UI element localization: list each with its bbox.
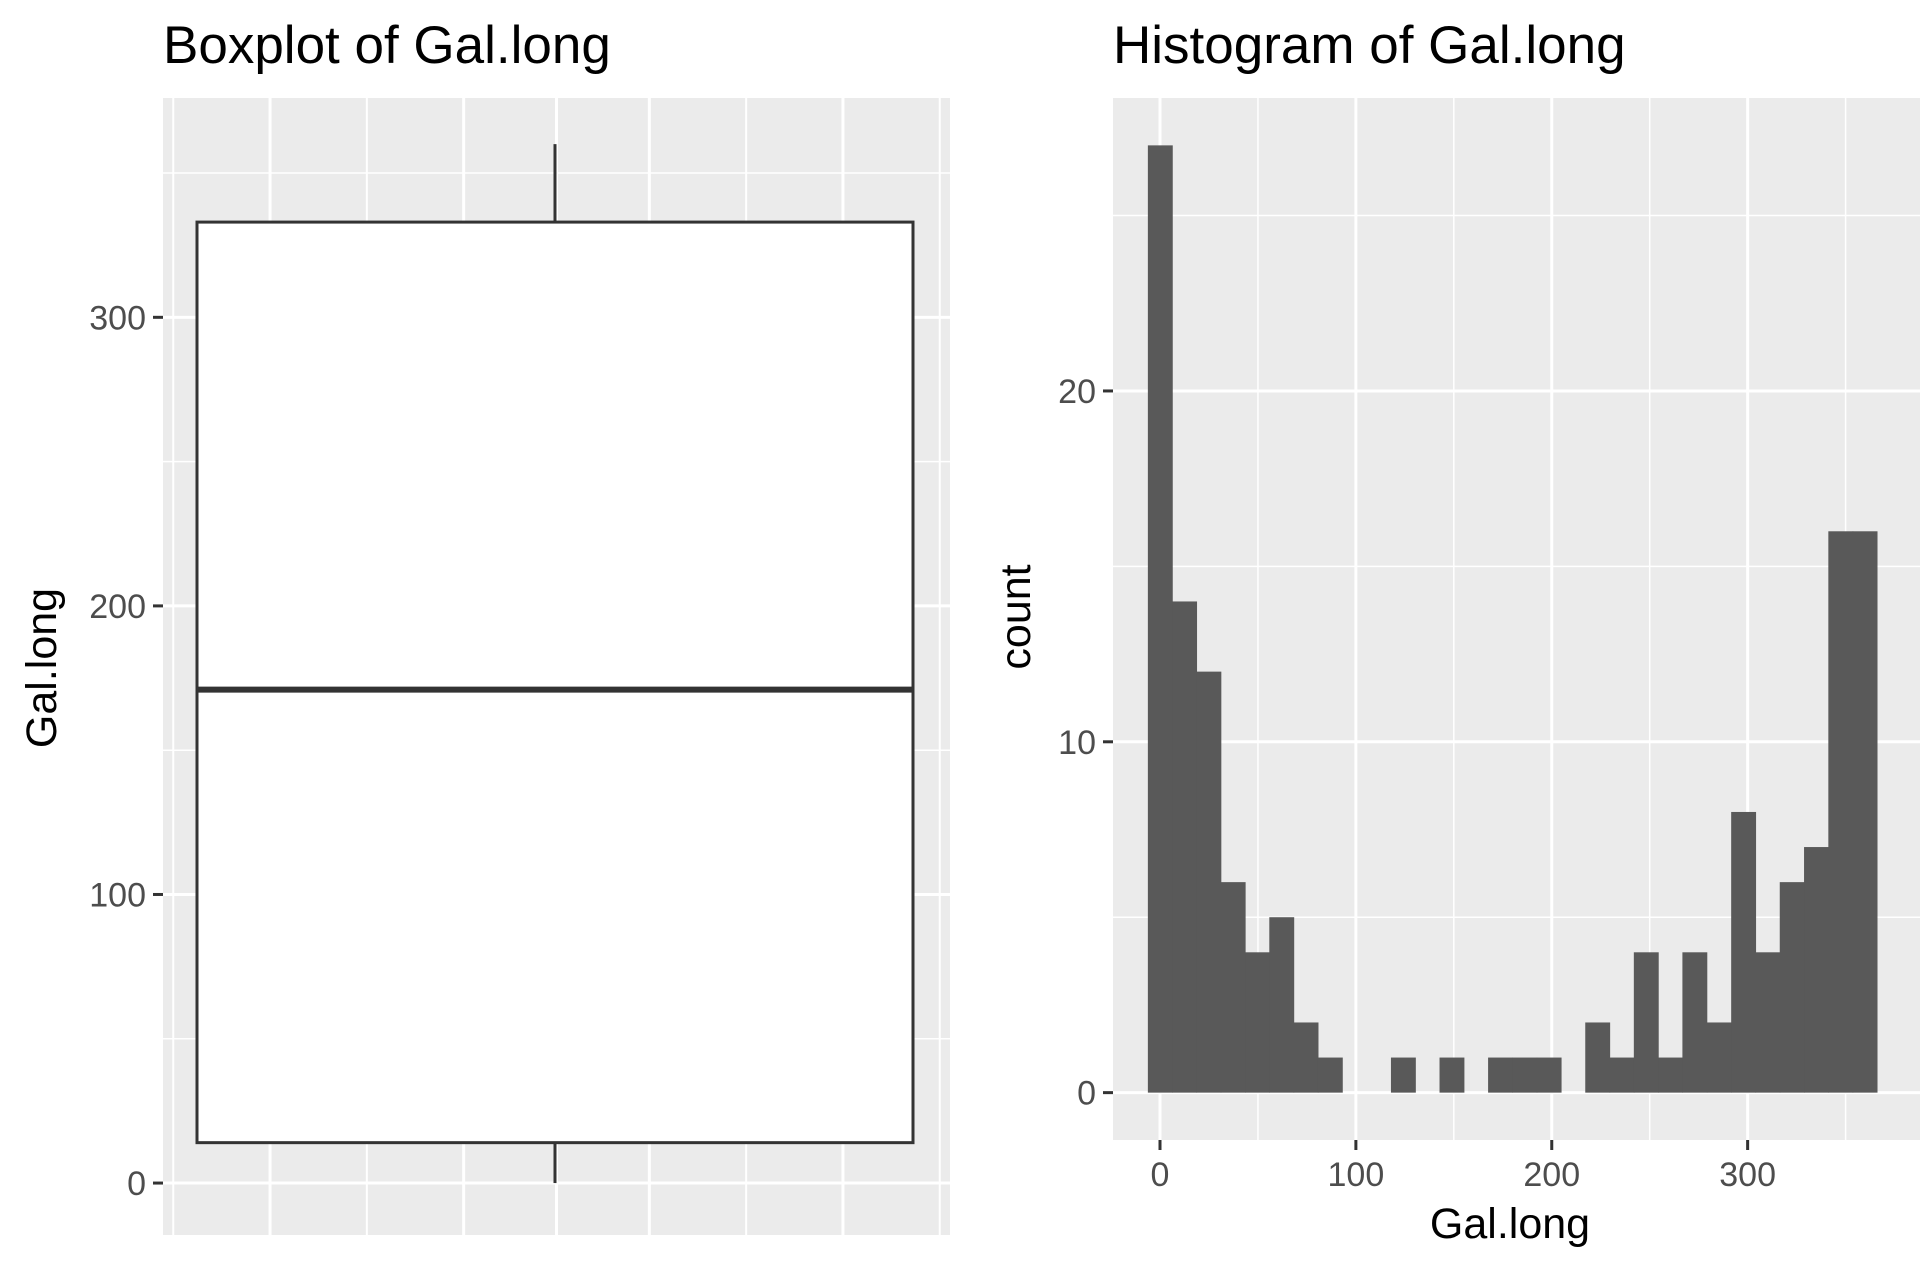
histogram-bar (1536, 1057, 1562, 1093)
histogram-bar (1317, 1057, 1343, 1093)
boxplot-title: Boxplot of Gal.long (163, 16, 611, 75)
boxplot-y-tick-label: 0 (127, 1165, 146, 1203)
boxplot-y-tick-label: 300 (89, 299, 146, 337)
histogram-y-tick-label: 20 (1058, 373, 1096, 411)
histogram-bar (1269, 917, 1295, 1093)
histogram-bar (1731, 811, 1757, 1093)
boxplot-y-tick-label: 100 (89, 876, 146, 914)
histogram-bars (1147, 145, 1878, 1093)
histogram-bar (1779, 882, 1805, 1093)
histogram-y-tick-label: 10 (1058, 724, 1096, 762)
histogram-bar (1706, 1022, 1732, 1093)
histogram-bar (1828, 531, 1854, 1093)
histogram-bar (1633, 952, 1659, 1093)
histogram-x-tick-label: 200 (1523, 1156, 1580, 1194)
histogram-y-axis-label: count (992, 564, 1040, 669)
histogram-bar (1755, 952, 1781, 1093)
histogram-bar (1804, 847, 1829, 1093)
histogram-y-tick-label: 0 (1077, 1075, 1096, 1113)
histogram-bar (1585, 1022, 1611, 1093)
boxplot-y-tick-label: 200 (89, 588, 146, 626)
boxplot-y-axis-label: Gal.long (18, 588, 66, 748)
histogram-bar (1220, 882, 1246, 1093)
histogram-bar (1488, 1057, 1513, 1093)
histogram-bar (1439, 1057, 1465, 1093)
boxplot-panel: 0 100 200 300 Boxplot of Gal.long Gal.long (18, 16, 950, 1235)
histogram-bar (1852, 531, 1878, 1093)
boxplot-marks (195, 144, 915, 1184)
histogram-x-tick-label: 100 (1328, 1156, 1385, 1194)
histogram-bar (1147, 145, 1173, 1093)
histogram-bar (1196, 671, 1222, 1093)
histogram-bar (1390, 1057, 1416, 1093)
boxplot-y-axis: 0 100 200 300 (89, 299, 163, 1203)
histogram-bar (1609, 1057, 1635, 1093)
histogram-y-axis: 0 10 20 (1058, 373, 1113, 1113)
histogram-x-axis: 0 100 200 300 (1151, 1140, 1776, 1194)
histogram-bar (1682, 952, 1708, 1093)
histogram-bar (1658, 1057, 1684, 1093)
histogram-bar (1172, 601, 1198, 1093)
histogram-title: Histogram of Gal.long (1113, 16, 1626, 75)
histogram-x-tick-label: 300 (1719, 1156, 1776, 1194)
histogram-bar (1512, 1057, 1538, 1093)
histogram-panel: 0 10 20 0 100 200 300 Histogram of Gal.long c… (992, 16, 1920, 1248)
histogram-x-axis-label: Gal.long (1430, 1200, 1590, 1248)
histogram-bar (1245, 952, 1270, 1093)
histogram-x-tick-label: 0 (1151, 1156, 1170, 1194)
histogram-bar (1293, 1022, 1319, 1093)
boxplot-box (195, 220, 915, 1145)
